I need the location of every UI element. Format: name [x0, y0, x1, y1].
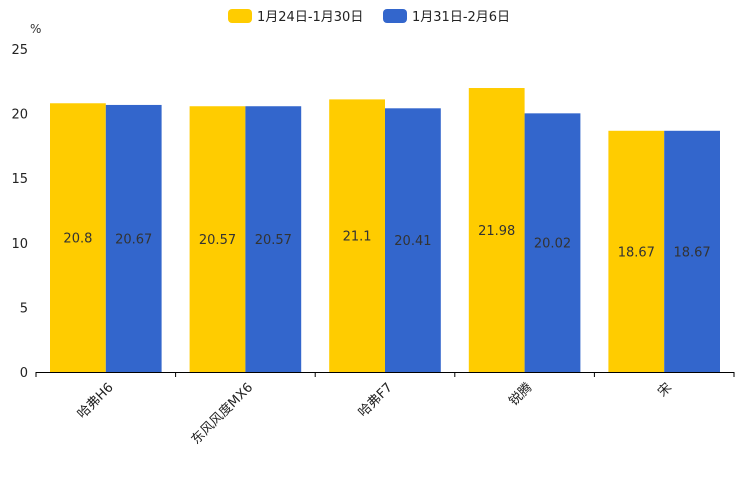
- data-label: 20.57: [199, 233, 236, 248]
- bar[interactable]: [385, 108, 441, 373]
- y-axis-unit: %: [30, 22, 41, 36]
- x-axis: 哈弗H6 东风风度MX6 哈弗F7 锐腾 宋: [35, 372, 735, 448]
- bars: 20.8 20.67 20.57 20.57 21.1 20.41 21.98 20.02 18…: [50, 88, 720, 373]
- y-tick-label: 15: [11, 172, 28, 187]
- bar[interactable]: [468, 88, 525, 372]
- x-tick-label: 锐腾: [506, 380, 536, 410]
- bar[interactable]: [608, 130, 665, 372]
- x-tick-label: 哈弗H6: [75, 380, 117, 422]
- x-tick-label: 东风风度MX6: [188, 380, 256, 448]
- bar[interactable]: [50, 103, 106, 372]
- bar[interactable]: [664, 130, 720, 372]
- data-label: 18.67: [673, 245, 710, 260]
- y-axis: 0 5 10 15 20 25: [11, 43, 28, 381]
- legend-label-1[interactable]: 1月31日-2月6日: [412, 10, 510, 25]
- bar[interactable]: [105, 104, 162, 372]
- y-tick-label: 20: [11, 108, 28, 123]
- x-tick-label: 哈弗F7: [356, 380, 396, 420]
- y-tick-label: 5: [20, 301, 28, 316]
- legend-swatch-1[interactable]: [383, 9, 407, 23]
- y-tick-label: 0: [20, 366, 28, 381]
- bar[interactable]: [524, 113, 581, 372]
- legend-swatch-0[interactable]: [228, 9, 252, 23]
- data-label: 21.98: [478, 224, 515, 239]
- legend-label-0[interactable]: 1月24日-1月30日: [257, 10, 363, 25]
- y-tick-label: 25: [11, 43, 28, 58]
- bar[interactable]: [189, 106, 246, 373]
- data-label: 20.67: [115, 232, 152, 247]
- x-tick-label: 宋: [655, 380, 675, 400]
- legend: 1月24日-1月30日 1月31日-2月6日: [228, 9, 510, 25]
- data-label: 20.02: [534, 237, 571, 252]
- data-label: 20.57: [255, 233, 292, 248]
- bar[interactable]: [245, 106, 302, 373]
- y-tick-label: 10: [11, 237, 28, 252]
- data-label: 20.41: [394, 234, 431, 249]
- bar[interactable]: [329, 99, 385, 372]
- data-label: 21.1: [343, 230, 372, 245]
- data-label: 20.8: [63, 232, 92, 247]
- data-label: 18.67: [618, 245, 655, 260]
